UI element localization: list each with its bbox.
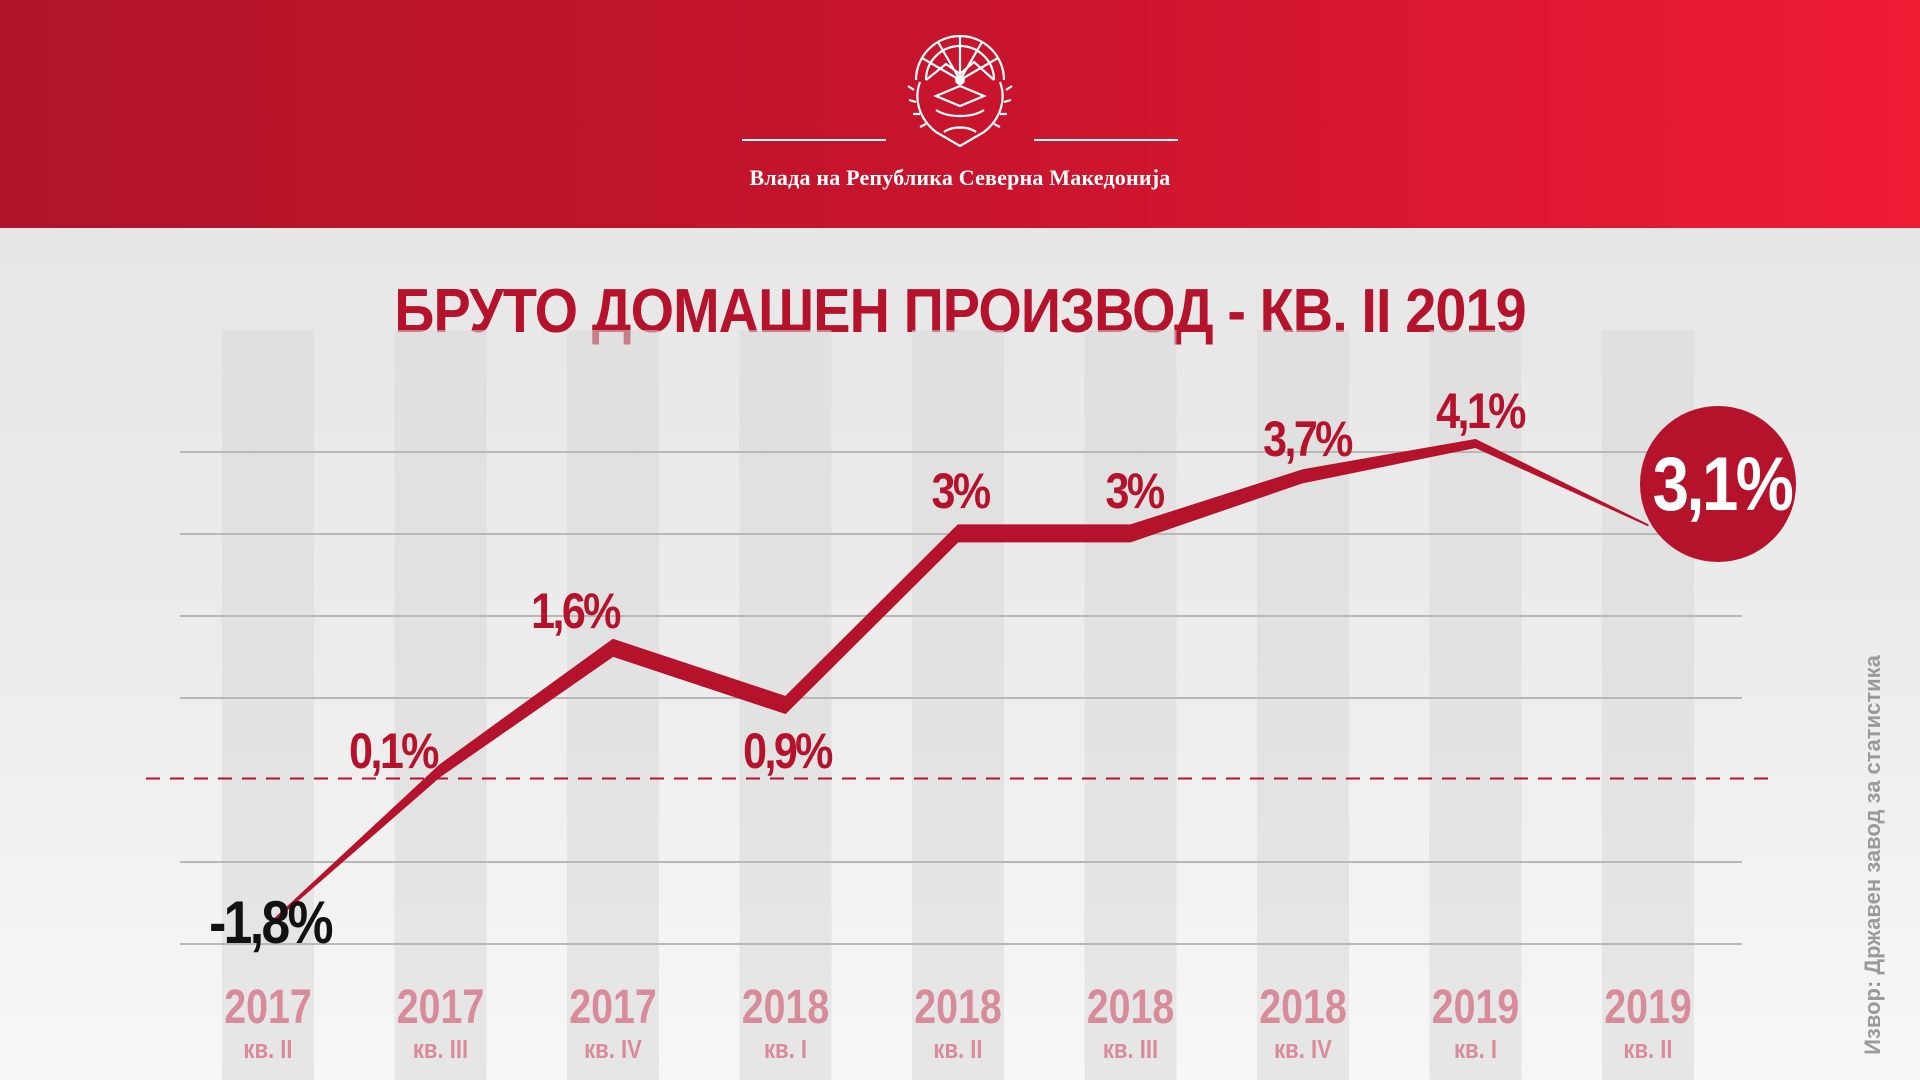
category-quarter-label: кв. IV [584,1035,642,1064]
category-year-label: 2019 [1432,980,1520,1034]
gdp-growth-line [267,439,1649,928]
column-band [394,330,487,1080]
data-label: 3,7% [1263,411,1353,467]
category-quarter-label: кв. III [1103,1035,1158,1064]
category-quarter-label: кв. IV [1274,1035,1332,1064]
header-divider-left [742,139,886,141]
category-quarter-label: кв. I [1454,1035,1497,1064]
category-quarter-label: кв. III [413,1035,468,1064]
category-year-label: 2017 [397,980,485,1034]
header-banner: Влада на Република Северна Македонија [0,0,1920,228]
data-label: 0,9% [743,723,833,779]
column-band [1084,330,1177,1080]
header-divider-right [1034,139,1178,141]
category-quarter-label: кв. II [1623,1035,1672,1064]
category-year-label: 2017 [224,980,312,1034]
category-quarter-label: кв. I [764,1035,807,1064]
category-year-label: 2018 [742,980,830,1034]
data-label: 1,6% [531,583,621,639]
data-label: 4,1% [1436,383,1526,439]
data-label: 3% [1106,463,1165,519]
highlighted-data-label: 3,1% [1653,442,1793,527]
category-quarter-label: кв. II [243,1035,292,1064]
government-name: Влада на Република Северна Македонија [749,165,1171,190]
category-year-label: 2017 [569,980,657,1034]
category-year-label: 2018 [1087,980,1175,1034]
column-band [1257,330,1349,1080]
grid-lines [180,451,1742,945]
data-labels: -1,8% 0,1% 1,6% 0,9% 3% 3% 3,7% 4,1% 3,1% [209,383,1795,956]
category-year-label: 2018 [1259,980,1347,1034]
highlight-circle [1640,406,1796,562]
data-label: 3% [932,463,991,519]
column-band [222,330,314,1080]
category-year-label: 2019 [1604,980,1692,1034]
category-year-label: 2018 [914,980,1002,1034]
data-label: 0,1% [349,723,439,779]
coat-of-arms-emblem [907,34,1013,148]
column-band [912,330,1004,1080]
column-band [567,330,659,1080]
category-quarter-label: кв. II [933,1035,982,1064]
data-label: -1,8% [209,888,333,956]
source-note: Извор: Државен завод за статистика [1860,655,1885,1055]
